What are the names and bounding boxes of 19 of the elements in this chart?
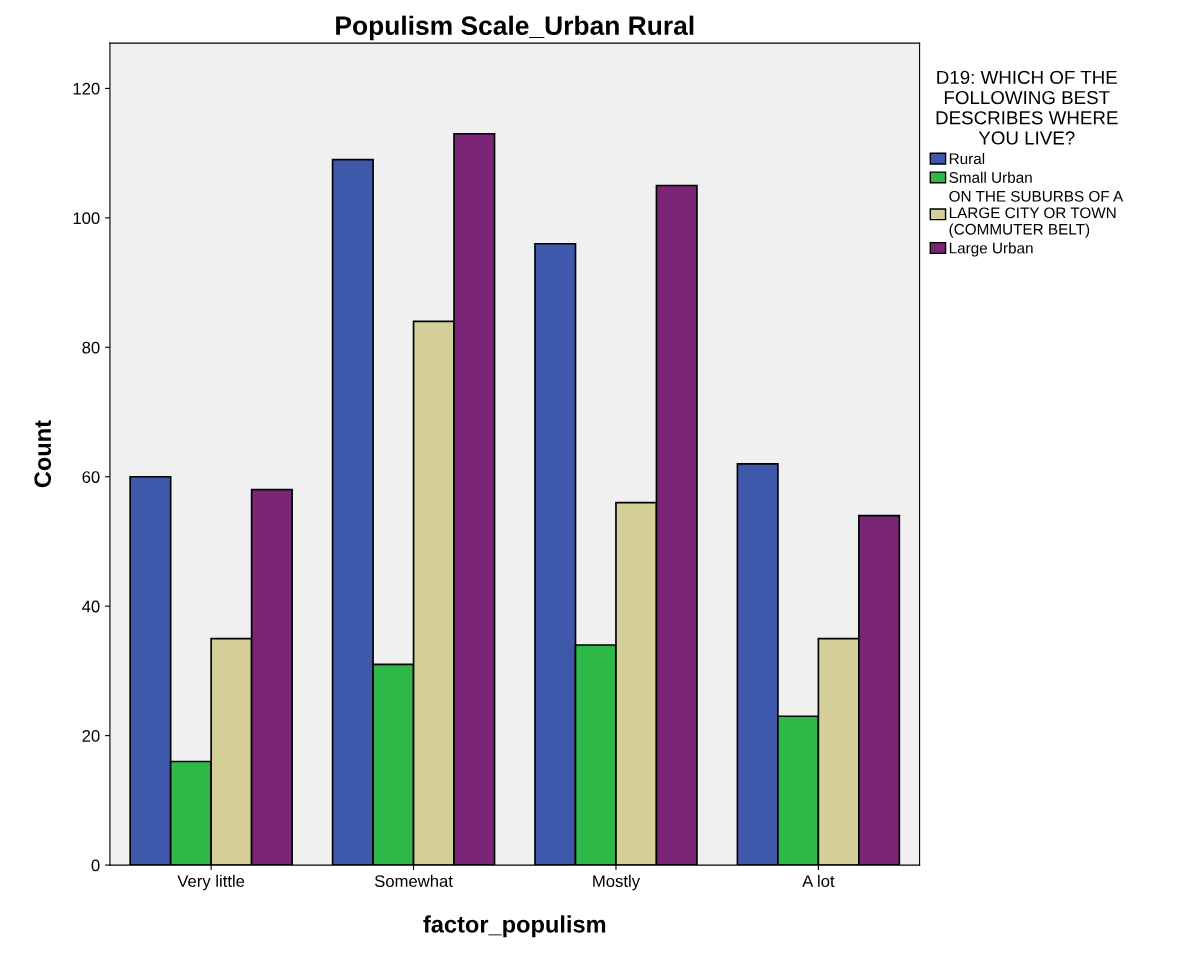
y-tick-label: 40	[82, 600, 100, 613]
x-tick-label: Very little	[177, 874, 245, 891]
y-axis-title: Count	[34, 420, 52, 488]
legend-label: ON THE SUBURBS OF A LARGE CITY OR TOWN (COMMUTER BELT)	[949, 190, 1124, 238]
x-axis-title: factor_populism	[423, 915, 606, 938]
x-tick-label: A lot	[802, 874, 835, 888]
x-tick-label: Somewhat	[374, 874, 453, 888]
y-tick-label: 100	[73, 212, 100, 225]
legend-label: Rural	[949, 152, 985, 165]
legend-title: D19: WHICH OF THE FOLLOWING BEST DESCRIBES WHERE YOU LIVE?	[936, 70, 1118, 145]
y-tick-label: 60	[82, 471, 100, 483]
legend-label: Large Urban	[949, 242, 1033, 257]
y-tick-label: 80	[82, 341, 100, 354]
y-tick-label: 20	[82, 730, 100, 742]
x-tick-label: Mostly	[593, 874, 641, 891]
chart-title: Populism Scale_Urban Rural	[336, 15, 694, 41]
y-tick-label: 120	[73, 82, 100, 95]
y-tick-label: 0	[91, 859, 100, 872]
legend-label: Small Urban	[949, 171, 1032, 183]
